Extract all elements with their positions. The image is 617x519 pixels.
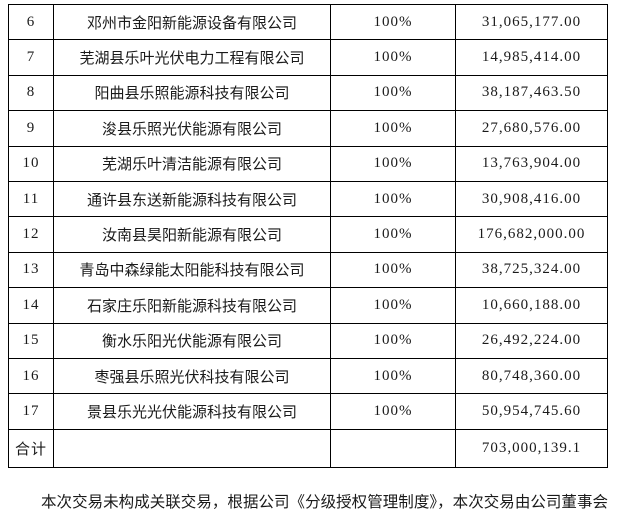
- subsidiary-table: 6 邓州市金阳新能源设备有限公司 100% 31,065,177.00 7 芜湖…: [8, 3, 608, 468]
- total-ratio-cell: [330, 428, 456, 468]
- row-number: 11: [8, 180, 54, 218]
- row-number: 16: [8, 357, 54, 395]
- amount-value: 26,492,224.00: [455, 322, 608, 359]
- ownership-ratio: 100%: [330, 110, 456, 147]
- amount-value: 80,748,360.00: [455, 357, 608, 395]
- table-body: 6 邓州市金阳新能源设备有限公司 100% 31,065,177.00 7 芜湖…: [8, 3, 608, 430]
- table-row: 9 浚县乐照光伏能源有限公司 100% 27,680,576.00: [8, 110, 608, 147]
- amount-value: 10,660,188.00: [455, 287, 608, 324]
- total-label: 合计: [8, 428, 54, 468]
- table-row: 8 阳曲县乐照能源科技有限公司 100% 38,187,463.50: [8, 74, 608, 112]
- row-number: 7: [8, 39, 54, 76]
- company-name: 芜湖县乐叶光伏电力工程有限公司: [53, 39, 331, 76]
- amount-value: 13,763,904.00: [455, 145, 608, 182]
- amount-value: 14,985,414.00: [455, 39, 608, 76]
- ownership-ratio: 100%: [330, 39, 456, 76]
- amount-value: 31,065,177.00: [455, 3, 608, 41]
- company-name: 青岛中森绿能太阳能科技有限公司: [53, 251, 331, 289]
- table-row: 12 汝南县昊阳新能源有限公司 100% 176,682,000.00: [8, 216, 608, 253]
- company-name: 邓州市金阳新能源设备有限公司: [53, 3, 331, 41]
- company-name: 汝南县昊阳新能源有限公司: [53, 216, 331, 253]
- row-number: 14: [8, 287, 54, 324]
- row-number: 10: [8, 145, 54, 182]
- amount-value: 38,187,463.50: [455, 74, 608, 112]
- table-row: 16 枣强县乐照光伏科技有限公司 100% 80,748,360.00: [8, 357, 608, 395]
- ownership-ratio: 100%: [330, 357, 456, 395]
- company-name: 芜湖乐叶清洁能源有限公司: [53, 145, 331, 182]
- company-name: 枣强县乐照光伏科技有限公司: [53, 357, 331, 395]
- ownership-ratio: 100%: [330, 180, 456, 218]
- total-amount: 703,000,139.1: [455, 428, 608, 468]
- row-number: 6: [8, 3, 54, 41]
- amount-value: 38,725,324.00: [455, 251, 608, 289]
- ownership-ratio: 100%: [330, 3, 456, 41]
- company-name: 浚县乐照光伏能源有限公司: [53, 110, 331, 147]
- company-name: 景县乐光光伏能源科技有限公司: [53, 393, 331, 430]
- row-number: 8: [8, 74, 54, 112]
- total-row: 合计 703,000,139.1: [8, 428, 608, 468]
- company-name: 衡水乐阳光伏能源有限公司: [53, 322, 331, 359]
- ownership-ratio: 100%: [330, 145, 456, 182]
- table-row: 17 景县乐光光伏能源科技有限公司 100% 50,954,745.60: [8, 393, 608, 430]
- ownership-ratio: 100%: [330, 287, 456, 324]
- row-number: 13: [8, 251, 54, 289]
- company-name: 阳曲县乐照能源科技有限公司: [53, 74, 331, 112]
- total-company-cell: [53, 428, 331, 468]
- table-row: 7 芜湖县乐叶光伏电力工程有限公司 100% 14,985,414.00: [8, 39, 608, 76]
- footer-paragraph: 本次交易未构成关联交易，根据公司《分级授权管理制度》，本次交易由公司董事会审议，…: [41, 493, 608, 511]
- table-row: 14 石家庄乐阳新能源科技有限公司 100% 10,660,188.00: [8, 287, 608, 324]
- row-number: 15: [8, 322, 54, 359]
- amount-value: 176,682,000.00: [455, 216, 608, 253]
- table-row: 10 芜湖乐叶清洁能源有限公司 100% 13,763,904.00: [8, 145, 608, 182]
- amount-value: 30,908,416.00: [455, 180, 608, 218]
- row-number: 17: [8, 393, 54, 430]
- table-row: 6 邓州市金阳新能源设备有限公司 100% 31,065,177.00: [8, 3, 608, 41]
- table-row: 11 通许县东送新能源科技有限公司 100% 30,908,416.00: [8, 180, 608, 218]
- table-row: 15 衡水乐阳光伏能源有限公司 100% 26,492,224.00: [8, 322, 608, 359]
- row-number: 12: [8, 216, 54, 253]
- ownership-ratio: 100%: [330, 251, 456, 289]
- company-name: 石家庄乐阳新能源科技有限公司: [53, 287, 331, 324]
- table-row: 13 青岛中森绿能太阳能科技有限公司 100% 38,725,324.00: [8, 251, 608, 289]
- ownership-ratio: 100%: [330, 322, 456, 359]
- amount-value: 27,680,576.00: [455, 110, 608, 147]
- company-name: 通许县东送新能源科技有限公司: [53, 180, 331, 218]
- row-number: 9: [8, 110, 54, 147]
- ownership-ratio: 100%: [330, 74, 456, 112]
- table-footer: 合计 703,000,139.1: [8, 428, 608, 468]
- ownership-ratio: 100%: [330, 216, 456, 253]
- ownership-ratio: 100%: [330, 393, 456, 430]
- amount-value: 50,954,745.60: [455, 393, 608, 430]
